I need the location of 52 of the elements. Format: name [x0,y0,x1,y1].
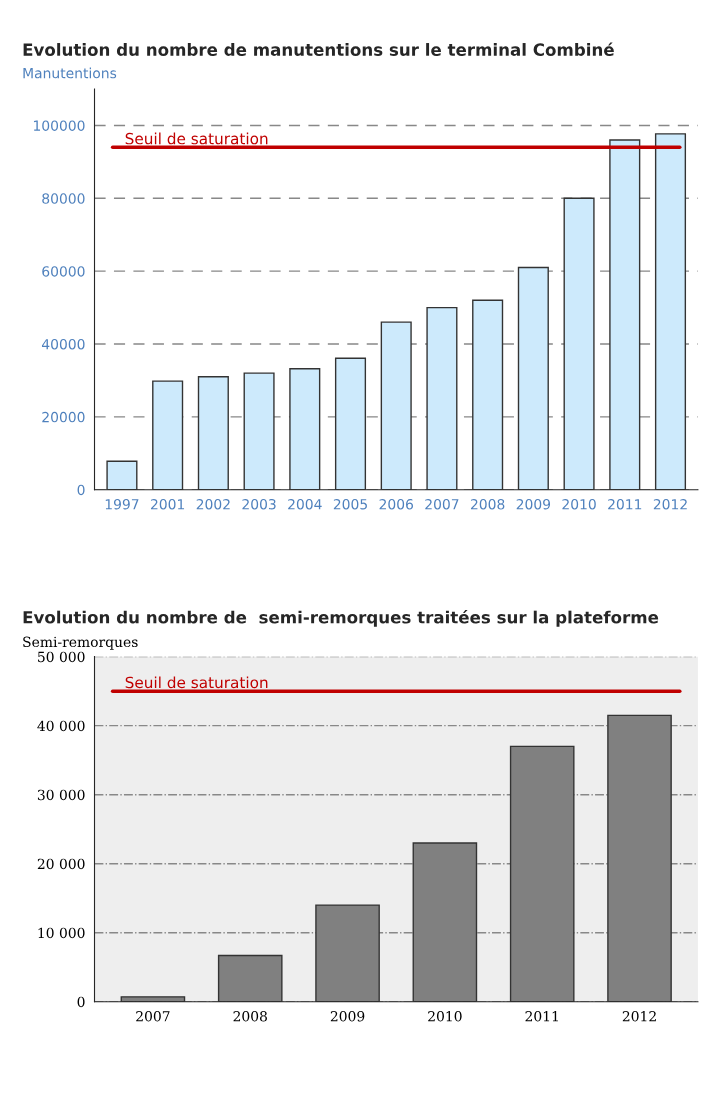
x-tick-label: 2011 [608,498,642,510]
bar [289,368,321,490]
x-tick-label: 2002 [196,498,230,510]
x-tick-label: 2009 [516,498,551,510]
bar [152,380,184,490]
bar [106,460,138,490]
bar [243,372,275,490]
x-tick-label: 2012 [622,1010,656,1022]
x-tick-label: 1997 [105,498,139,510]
bar [334,357,367,490]
x-tick-label: 2010 [428,1010,462,1022]
y-tick-label: 10 000 [38,927,85,939]
x-tick-label: 2010 [562,498,596,510]
x-tick-label: 2007 [136,1010,170,1022]
y-tick-label: 20 000 [37,858,85,870]
bar [517,266,549,490]
bar [654,133,687,490]
x-tick-label: 2001 [150,498,185,510]
chart-title: Evolution du nombre de manutentions sur le terminal Combiné [23,42,614,56]
x-tick-label: 2009 [330,1010,365,1022]
y-tick-label: 60000 [42,266,85,277]
x-tick-label: 2007 [425,498,459,510]
x-tick-label: 2004 [288,498,322,510]
y-tick-label: 100000 [33,120,85,131]
x-tick-label: 2012 [653,498,687,510]
y-tick-label: 0 [77,996,85,1008]
ref-line-label: Seuil de saturation [125,676,268,689]
y-axis-title: Semi-remorques [23,636,138,650]
chart-title: Evolution du nombre de semi-remorques traitées sur la plateforme [23,610,659,627]
y-tick-label: 0 [77,484,85,496]
y-tick-label: 40000 [41,338,85,350]
x-tick-label: 2008 [470,498,505,510]
x-tick-label: 2005 [333,498,367,510]
bar [217,954,283,1002]
ref-line-label: Seuil de saturation [125,132,268,145]
x-tick-label: 2003 [242,498,276,510]
x-tick-label: 2006 [379,498,414,510]
y-tick-label: 30 000 [37,789,85,801]
x-tick-label: 2011 [525,1010,558,1022]
bar [472,299,504,490]
y-tick-label: 80000 [42,193,85,204]
y-tick-label: 40 000 [37,720,85,732]
bar [563,197,595,490]
bar [609,139,641,490]
bar [426,306,458,490]
bar [380,321,412,490]
y-axis-title: Manutentions [23,67,117,79]
bar [197,376,229,490]
y-tick-label: 50 000 [38,651,85,663]
x-tick-label: 2008 [233,1010,267,1022]
bar [120,996,186,1002]
y-tick-label: 20000 [42,411,85,423]
